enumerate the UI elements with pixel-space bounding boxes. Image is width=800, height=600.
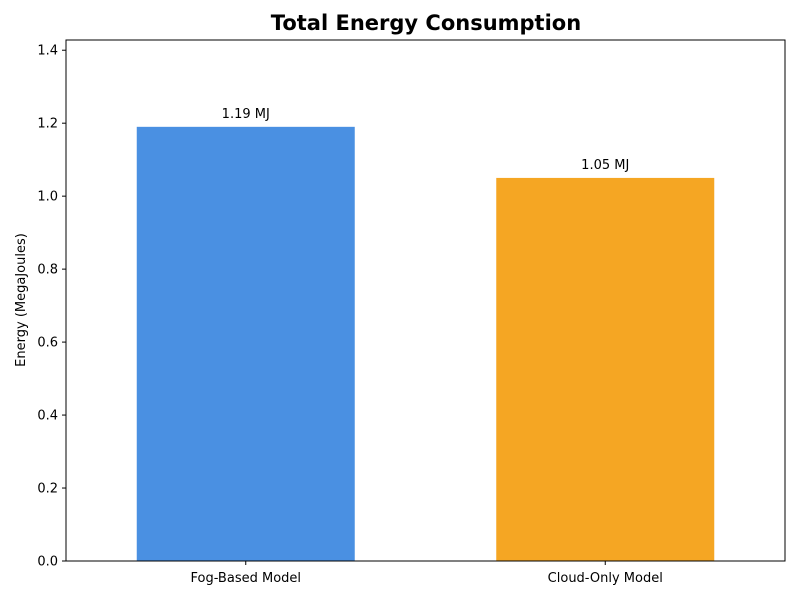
y-tick-label-2: 0.4	[37, 409, 58, 424]
data-label-cloud-only-model: 1.05 MJ	[581, 158, 629, 173]
y-tick-label-7: 1.4	[37, 44, 58, 59]
y-tick-label-3: 0.6	[37, 336, 58, 351]
y-tick-label-1: 0.2	[37, 482, 58, 497]
y-tick-label-4: 0.8	[37, 263, 58, 278]
y-tick-label-5: 1.0	[37, 190, 58, 205]
chart-title: Total Energy Consumption	[271, 11, 581, 35]
x-tick-label-cloud-only-model: Cloud-Only Model	[548, 571, 663, 586]
data-label-fog-based-model: 1.19 MJ	[222, 107, 270, 122]
plot-area: 1.19 MJ 1.05 MJ 0.0 0.2 0.4 0.6 0.8 1.0 1.2 1.4 Fo…	[37, 39, 786, 586]
x-tick-label-fog-based-model: Fog-Based Model	[190, 571, 301, 586]
bar-fog-based-model	[136, 126, 355, 561]
bar-cloud-only-model	[496, 177, 715, 562]
y-tick-label-6: 1.2	[37, 117, 58, 132]
plot-frame	[65, 39, 786, 562]
y-tick-label-0: 0.0	[37, 555, 58, 570]
y-axis-label: Energy (MegaJoules)	[14, 233, 29, 367]
